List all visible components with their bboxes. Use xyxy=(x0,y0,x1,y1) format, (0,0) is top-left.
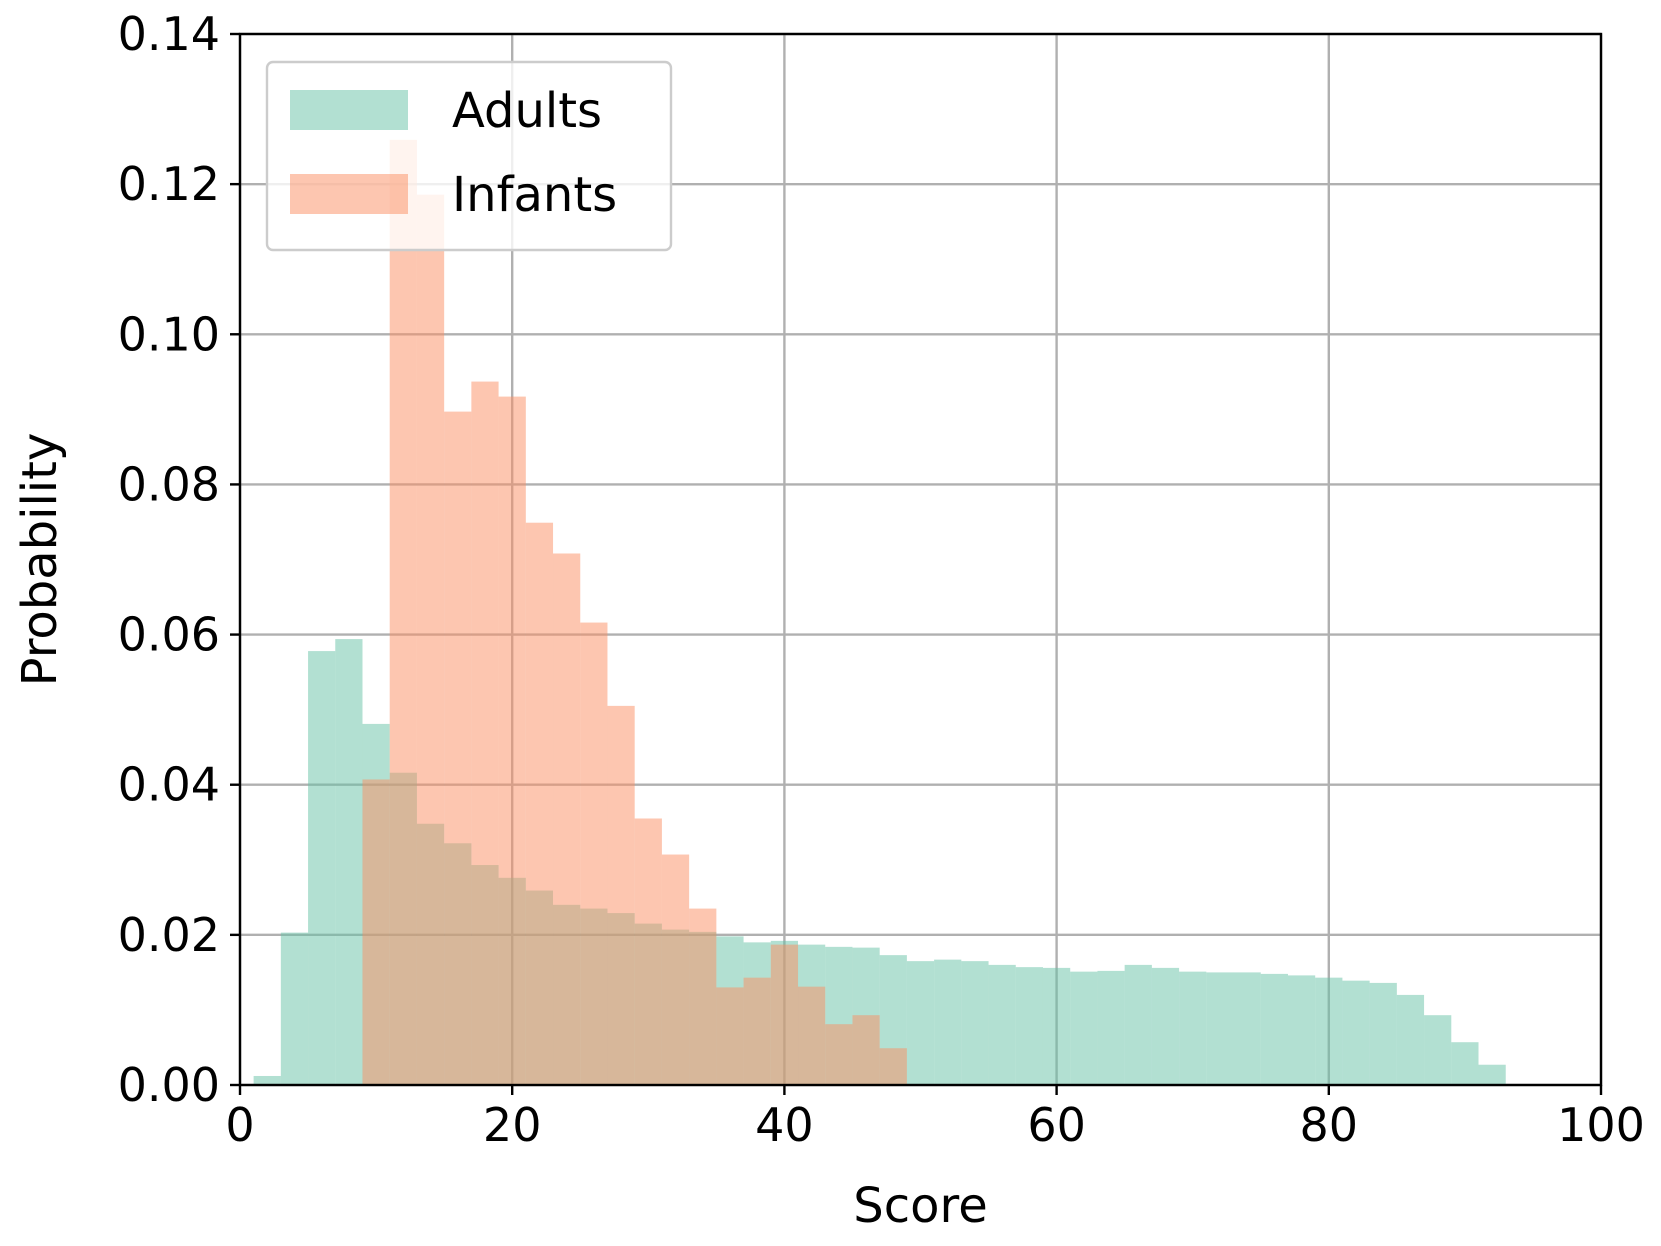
bar-adults xyxy=(1015,967,1043,1085)
y-axis-label: Probability xyxy=(12,433,68,687)
bar-adults xyxy=(906,961,935,1085)
x-tick-label: 20 xyxy=(483,1098,542,1152)
bar-adults xyxy=(1451,1042,1479,1085)
bar-infants xyxy=(362,779,390,1085)
bar-adults xyxy=(1124,964,1152,1085)
y-tick-label: 0.00 xyxy=(118,1058,220,1112)
bar-infants xyxy=(852,1015,880,1085)
histogram-bars xyxy=(253,139,1506,1086)
bar-infants xyxy=(444,411,472,1086)
bar-adults xyxy=(335,639,363,1085)
axis-ticks: 0 20 40 60 80 100 0.00 0.02 0.04 0.06 0.08 0.10 0.12… xyxy=(118,7,1645,1152)
bar-adults xyxy=(253,1075,281,1085)
bar-adults xyxy=(1070,971,1098,1085)
x-tick-label: 60 xyxy=(1027,1098,1086,1152)
bar-infants xyxy=(580,622,608,1085)
bar-infants xyxy=(525,522,554,1085)
y-tick-label: 0.14 xyxy=(118,7,220,61)
y-tick-label: 0.02 xyxy=(118,908,220,962)
bar-adults xyxy=(934,959,962,1085)
bar-infants xyxy=(743,977,771,1085)
bar-infants xyxy=(389,139,417,1085)
bar-infants xyxy=(607,705,635,1085)
bar-infants xyxy=(634,818,662,1085)
bar-infants xyxy=(879,1048,907,1085)
bar-adults xyxy=(1315,977,1343,1085)
bar-adults xyxy=(1097,970,1125,1085)
bar-adults xyxy=(1206,972,1234,1085)
bar-adults xyxy=(988,964,1016,1085)
y-tick-label: 0.04 xyxy=(118,758,220,812)
x-tick-label: 40 xyxy=(755,1098,814,1152)
bar-adults xyxy=(308,651,336,1085)
bar-adults xyxy=(961,961,989,1085)
legend-swatch-adults xyxy=(290,90,408,130)
bar-infants xyxy=(553,553,581,1085)
bar-adults xyxy=(1179,971,1207,1085)
y-tick-label: 0.10 xyxy=(118,307,220,361)
plot-area-frame xyxy=(238,32,1603,1087)
legend: Adults Infants xyxy=(265,60,673,252)
series-infants xyxy=(362,139,907,1086)
y-tick-label: 0.06 xyxy=(118,608,220,662)
x-tick-label: 80 xyxy=(1300,1098,1359,1152)
bar-adults xyxy=(1233,972,1261,1085)
bar-adults xyxy=(1478,1064,1506,1085)
bar-adults xyxy=(1424,1015,1452,1085)
bar-adults xyxy=(1260,973,1288,1085)
y-tick-label: 0.08 xyxy=(118,457,220,511)
legend-swatch-infants xyxy=(290,174,408,214)
x-axis-label: Score xyxy=(853,1178,987,1234)
x-tick-label: 100 xyxy=(1557,1098,1645,1152)
bar-infants xyxy=(825,1024,853,1085)
bar-adults xyxy=(1396,994,1425,1085)
bar-adults xyxy=(1151,967,1180,1085)
bar-infants xyxy=(498,396,526,1086)
bar-adults xyxy=(1042,967,1071,1085)
bar-infants xyxy=(770,944,799,1085)
y-tick-label: 0.12 xyxy=(118,157,220,211)
bar-adults xyxy=(280,932,309,1085)
bar-infants xyxy=(716,987,744,1085)
legend-label-adults: Adults xyxy=(452,83,602,139)
legend-label-infants: Infants xyxy=(452,167,617,223)
bar-infants xyxy=(416,194,445,1086)
bar-infants xyxy=(661,854,690,1085)
bar-infants xyxy=(689,908,717,1085)
bar-infants xyxy=(798,986,826,1085)
bar-infants xyxy=(471,381,499,1086)
bar-adults xyxy=(1369,982,1397,1085)
bar-adults xyxy=(1287,975,1316,1085)
x-tick-label: 0 xyxy=(225,1098,254,1152)
bar-adults xyxy=(1342,980,1370,1085)
